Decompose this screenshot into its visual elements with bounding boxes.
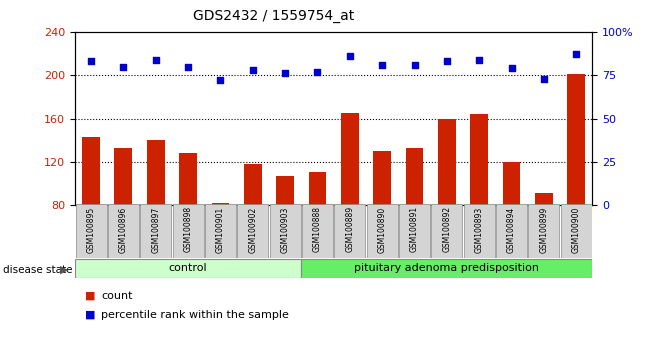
- Text: GSM100898: GSM100898: [184, 206, 193, 252]
- FancyBboxPatch shape: [108, 204, 139, 258]
- Point: [280, 71, 290, 76]
- Text: GSM100889: GSM100889: [345, 206, 354, 252]
- Point: [344, 53, 355, 59]
- Text: GSM100900: GSM100900: [572, 206, 581, 253]
- Bar: [503, 162, 520, 205]
- FancyBboxPatch shape: [205, 204, 236, 258]
- FancyBboxPatch shape: [237, 204, 268, 258]
- Text: control: control: [169, 263, 208, 273]
- Text: GSM100895: GSM100895: [87, 206, 96, 252]
- Point: [150, 57, 161, 62]
- Bar: [470, 114, 488, 205]
- Text: GSM100892: GSM100892: [442, 206, 451, 252]
- Text: GSM100899: GSM100899: [540, 206, 548, 252]
- FancyBboxPatch shape: [173, 204, 204, 258]
- Bar: [567, 74, 585, 205]
- FancyBboxPatch shape: [140, 204, 171, 258]
- Bar: [244, 164, 262, 205]
- Text: GSM100890: GSM100890: [378, 206, 387, 252]
- Text: GSM100894: GSM100894: [507, 206, 516, 252]
- Text: GSM100893: GSM100893: [475, 206, 484, 252]
- Bar: [438, 119, 456, 205]
- Text: ■: ■: [85, 310, 95, 320]
- Point: [312, 69, 323, 75]
- FancyBboxPatch shape: [529, 204, 559, 258]
- Bar: [341, 113, 359, 205]
- Bar: [115, 148, 132, 205]
- Bar: [82, 137, 100, 205]
- FancyBboxPatch shape: [301, 259, 592, 278]
- Text: disease state: disease state: [3, 265, 73, 275]
- FancyBboxPatch shape: [76, 204, 107, 258]
- FancyBboxPatch shape: [302, 204, 333, 258]
- FancyBboxPatch shape: [561, 204, 592, 258]
- Point: [571, 52, 581, 57]
- Text: GSM100897: GSM100897: [151, 206, 160, 252]
- Point: [441, 58, 452, 64]
- FancyBboxPatch shape: [399, 204, 430, 258]
- Point: [538, 76, 549, 81]
- Text: GSM100903: GSM100903: [281, 206, 290, 253]
- FancyBboxPatch shape: [432, 204, 462, 258]
- FancyBboxPatch shape: [270, 204, 301, 258]
- FancyBboxPatch shape: [464, 204, 495, 258]
- Bar: [373, 151, 391, 205]
- Bar: [276, 176, 294, 205]
- Point: [506, 65, 517, 71]
- Text: pituitary adenoma predisposition: pituitary adenoma predisposition: [354, 263, 539, 273]
- Text: GSM100896: GSM100896: [119, 206, 128, 252]
- FancyBboxPatch shape: [75, 259, 301, 278]
- Point: [215, 78, 226, 83]
- Text: GSM100901: GSM100901: [216, 206, 225, 252]
- Point: [377, 62, 387, 68]
- Bar: [179, 153, 197, 205]
- Point: [247, 67, 258, 73]
- Bar: [212, 203, 229, 205]
- Text: GSM100888: GSM100888: [313, 206, 322, 252]
- Bar: [535, 193, 553, 205]
- FancyBboxPatch shape: [496, 204, 527, 258]
- Text: GSM100902: GSM100902: [248, 206, 257, 252]
- Bar: [406, 148, 423, 205]
- Point: [86, 58, 96, 64]
- Bar: [309, 172, 326, 205]
- Text: count: count: [101, 291, 132, 301]
- Text: ▶: ▶: [59, 265, 68, 275]
- Text: percentile rank within the sample: percentile rank within the sample: [101, 310, 289, 320]
- Point: [183, 64, 193, 69]
- Point: [118, 64, 129, 69]
- Point: [409, 62, 420, 68]
- Text: GDS2432 / 1559754_at: GDS2432 / 1559754_at: [193, 9, 354, 23]
- FancyBboxPatch shape: [367, 204, 398, 258]
- Bar: [147, 140, 165, 205]
- Text: ■: ■: [85, 291, 95, 301]
- Point: [474, 57, 484, 62]
- FancyBboxPatch shape: [334, 204, 365, 258]
- Text: GSM100891: GSM100891: [410, 206, 419, 252]
